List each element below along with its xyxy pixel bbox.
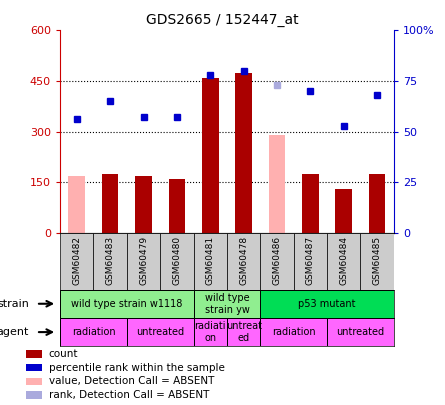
Bar <box>26 364 42 371</box>
Bar <box>260 233 294 290</box>
Bar <box>194 290 260 318</box>
Text: count: count <box>49 349 78 359</box>
Text: agent: agent <box>0 327 29 337</box>
Text: GSM60479: GSM60479 <box>139 236 148 285</box>
Bar <box>135 176 152 233</box>
Text: untreated: untreated <box>336 327 384 337</box>
Bar <box>302 174 319 233</box>
Bar <box>227 233 260 290</box>
Bar <box>194 233 227 290</box>
Bar <box>169 179 185 233</box>
Text: radiati
on: radiati on <box>194 321 226 343</box>
Text: GSM60487: GSM60487 <box>306 236 315 285</box>
Bar <box>60 318 127 346</box>
Bar <box>26 392 42 399</box>
Text: GSM60486: GSM60486 <box>272 236 282 285</box>
Text: untreat
ed: untreat ed <box>226 321 262 343</box>
Bar <box>227 318 260 346</box>
Bar <box>60 233 93 290</box>
Text: untreated: untreated <box>136 327 184 337</box>
Text: GSM60478: GSM60478 <box>239 236 248 285</box>
Text: p53 mutant: p53 mutant <box>298 299 356 309</box>
Bar <box>294 233 327 290</box>
Bar <box>327 233 360 290</box>
Text: radiation: radiation <box>272 327 316 337</box>
Text: GSM60480: GSM60480 <box>172 236 182 285</box>
Bar <box>127 233 160 290</box>
Text: wild type strain w1118: wild type strain w1118 <box>71 299 182 309</box>
Bar <box>202 78 218 233</box>
Bar <box>194 318 227 346</box>
Text: GSM60483: GSM60483 <box>105 236 115 285</box>
Text: GSM60481: GSM60481 <box>206 236 215 285</box>
Bar <box>269 135 285 233</box>
Text: rank, Detection Call = ABSENT: rank, Detection Call = ABSENT <box>49 390 209 400</box>
Bar <box>127 318 194 346</box>
Bar <box>69 176 85 233</box>
Text: GSM60482: GSM60482 <box>72 236 81 285</box>
Bar <box>102 174 118 233</box>
Bar <box>160 233 194 290</box>
Bar <box>26 377 42 385</box>
Text: GSM60485: GSM60485 <box>372 236 382 285</box>
Bar <box>360 233 394 290</box>
Bar <box>260 318 327 346</box>
Text: GDS2665 / 152447_at: GDS2665 / 152447_at <box>146 13 299 27</box>
Text: wild type
strain yw: wild type strain yw <box>205 293 249 315</box>
Bar <box>235 72 252 233</box>
Bar <box>93 233 127 290</box>
Text: value, Detection Call = ABSENT: value, Detection Call = ABSENT <box>49 377 214 386</box>
Text: GSM60484: GSM60484 <box>339 236 348 285</box>
Bar <box>60 290 194 318</box>
Text: strain: strain <box>0 299 29 309</box>
Bar <box>260 290 394 318</box>
Bar <box>26 350 42 358</box>
Bar <box>336 189 352 233</box>
Text: percentile rank within the sample: percentile rank within the sample <box>49 362 225 373</box>
Text: radiation: radiation <box>72 327 115 337</box>
Bar <box>327 318 394 346</box>
Bar <box>369 174 385 233</box>
